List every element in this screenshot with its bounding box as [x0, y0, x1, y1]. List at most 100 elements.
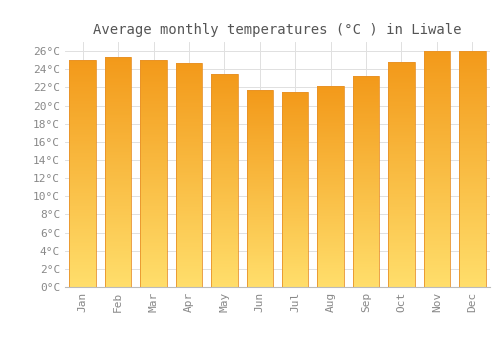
Bar: [459, 282, 485, 284]
Bar: [424, 265, 450, 266]
Bar: [105, 167, 132, 168]
Bar: [282, 230, 308, 231]
Bar: [353, 266, 380, 267]
Bar: [105, 102, 132, 103]
Bar: [388, 103, 414, 104]
Bar: [105, 94, 132, 95]
Bar: [211, 99, 238, 100]
Bar: [388, 171, 414, 172]
Bar: [424, 168, 450, 169]
Bar: [70, 98, 96, 99]
Bar: [105, 237, 132, 238]
Bar: [246, 284, 273, 285]
Bar: [176, 260, 202, 261]
Bar: [318, 185, 344, 186]
Bar: [388, 92, 414, 93]
Bar: [70, 184, 96, 185]
Bar: [318, 111, 344, 112]
Bar: [140, 109, 167, 110]
Bar: [318, 155, 344, 156]
Bar: [140, 265, 167, 267]
Bar: [211, 258, 238, 259]
Bar: [105, 209, 132, 210]
Bar: [388, 96, 414, 97]
Bar: [424, 163, 450, 164]
Bar: [424, 259, 450, 260]
Bar: [70, 252, 96, 253]
Bar: [282, 171, 308, 172]
Bar: [424, 174, 450, 175]
Bar: [140, 65, 167, 66]
Bar: [424, 100, 450, 102]
Bar: [140, 219, 167, 220]
Bar: [140, 224, 167, 225]
Bar: [282, 104, 308, 105]
Bar: [353, 80, 380, 81]
Bar: [282, 159, 308, 160]
Bar: [140, 94, 167, 95]
Bar: [459, 102, 485, 103]
Bar: [246, 140, 273, 141]
Bar: [246, 205, 273, 206]
Bar: [459, 144, 485, 146]
Bar: [459, 140, 485, 141]
Bar: [140, 279, 167, 280]
Bar: [211, 178, 238, 179]
Bar: [176, 186, 202, 187]
Bar: [318, 127, 344, 128]
Bar: [140, 128, 167, 130]
Bar: [388, 99, 414, 100]
Bar: [105, 198, 132, 200]
Bar: [424, 122, 450, 123]
Bar: [140, 193, 167, 194]
Bar: [105, 173, 132, 175]
Bar: [105, 266, 132, 267]
Bar: [318, 126, 344, 127]
Bar: [176, 138, 202, 139]
Bar: [211, 188, 238, 189]
Bar: [424, 258, 450, 259]
Bar: [424, 243, 450, 245]
Bar: [282, 168, 308, 169]
Bar: [246, 270, 273, 271]
Bar: [424, 183, 450, 184]
Bar: [176, 223, 202, 224]
Bar: [246, 102, 273, 103]
Bar: [105, 189, 132, 191]
Bar: [70, 245, 96, 246]
Bar: [105, 75, 132, 76]
Bar: [282, 213, 308, 214]
Bar: [70, 256, 96, 258]
Bar: [211, 117, 238, 118]
Bar: [176, 282, 202, 284]
Bar: [246, 111, 273, 112]
Bar: [211, 105, 238, 106]
Bar: [424, 106, 450, 108]
Bar: [459, 228, 485, 229]
Bar: [140, 239, 167, 240]
Bar: [318, 196, 344, 197]
Bar: [424, 160, 450, 161]
Bar: [388, 121, 414, 123]
Bar: [388, 128, 414, 130]
Bar: [459, 99, 485, 100]
Bar: [246, 226, 273, 227]
Bar: [424, 79, 450, 80]
Bar: [318, 134, 344, 135]
Bar: [353, 121, 380, 122]
Bar: [459, 221, 485, 222]
Bar: [176, 154, 202, 155]
Bar: [353, 96, 380, 97]
Bar: [424, 99, 450, 100]
Bar: [388, 252, 414, 253]
Bar: [105, 63, 132, 64]
Bar: [246, 278, 273, 279]
Bar: [176, 254, 202, 256]
Bar: [246, 149, 273, 150]
Bar: [353, 241, 380, 242]
Bar: [246, 95, 273, 96]
Bar: [140, 113, 167, 114]
Bar: [388, 118, 414, 119]
Bar: [70, 201, 96, 202]
Bar: [282, 111, 308, 112]
